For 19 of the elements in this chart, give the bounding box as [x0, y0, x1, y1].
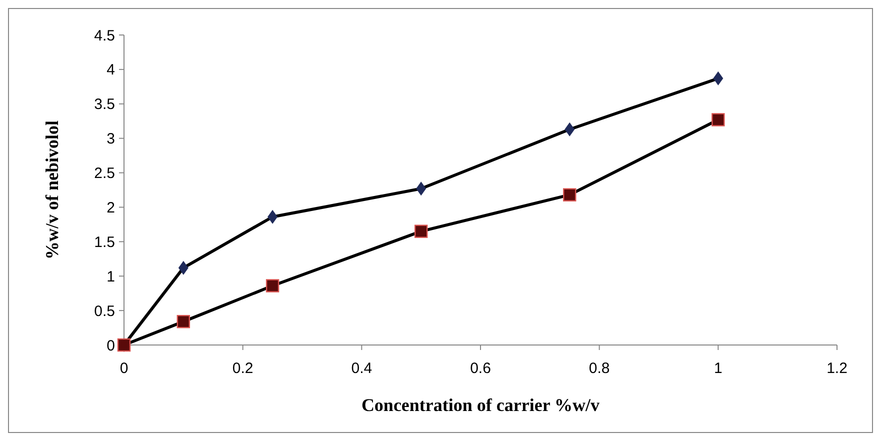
x-axis-title: Concentration of carrier %w/v: [361, 395, 600, 415]
y-tick-label: 3.5: [94, 96, 115, 114]
y-tick-label: 3: [106, 130, 115, 148]
x-tick-label: 0: [120, 360, 128, 377]
y-tick-label: 2.5: [94, 165, 115, 182]
x-tick-label: 1.2: [826, 360, 848, 377]
x-tick-label: 0.4: [351, 360, 372, 377]
y-tick-label: 4.5: [94, 27, 115, 44]
y-tick-label: 1.5: [94, 234, 115, 251]
x-tick-label: 0.8: [588, 360, 610, 377]
y-tick-label: 0: [106, 337, 115, 354]
x-tick-label: 1: [714, 360, 722, 377]
y-tick-label: 1: [106, 268, 115, 286]
y-axis-title: %w/v of nebivolol: [42, 120, 62, 260]
x-tick-label: 0.6: [470, 360, 491, 377]
y-tick-label: 2: [106, 199, 115, 216]
y-tick-label: 0.5: [94, 302, 115, 320]
y-tick-label: 4: [106, 62, 115, 79]
x-tick-label: 0.2: [232, 360, 254, 377]
